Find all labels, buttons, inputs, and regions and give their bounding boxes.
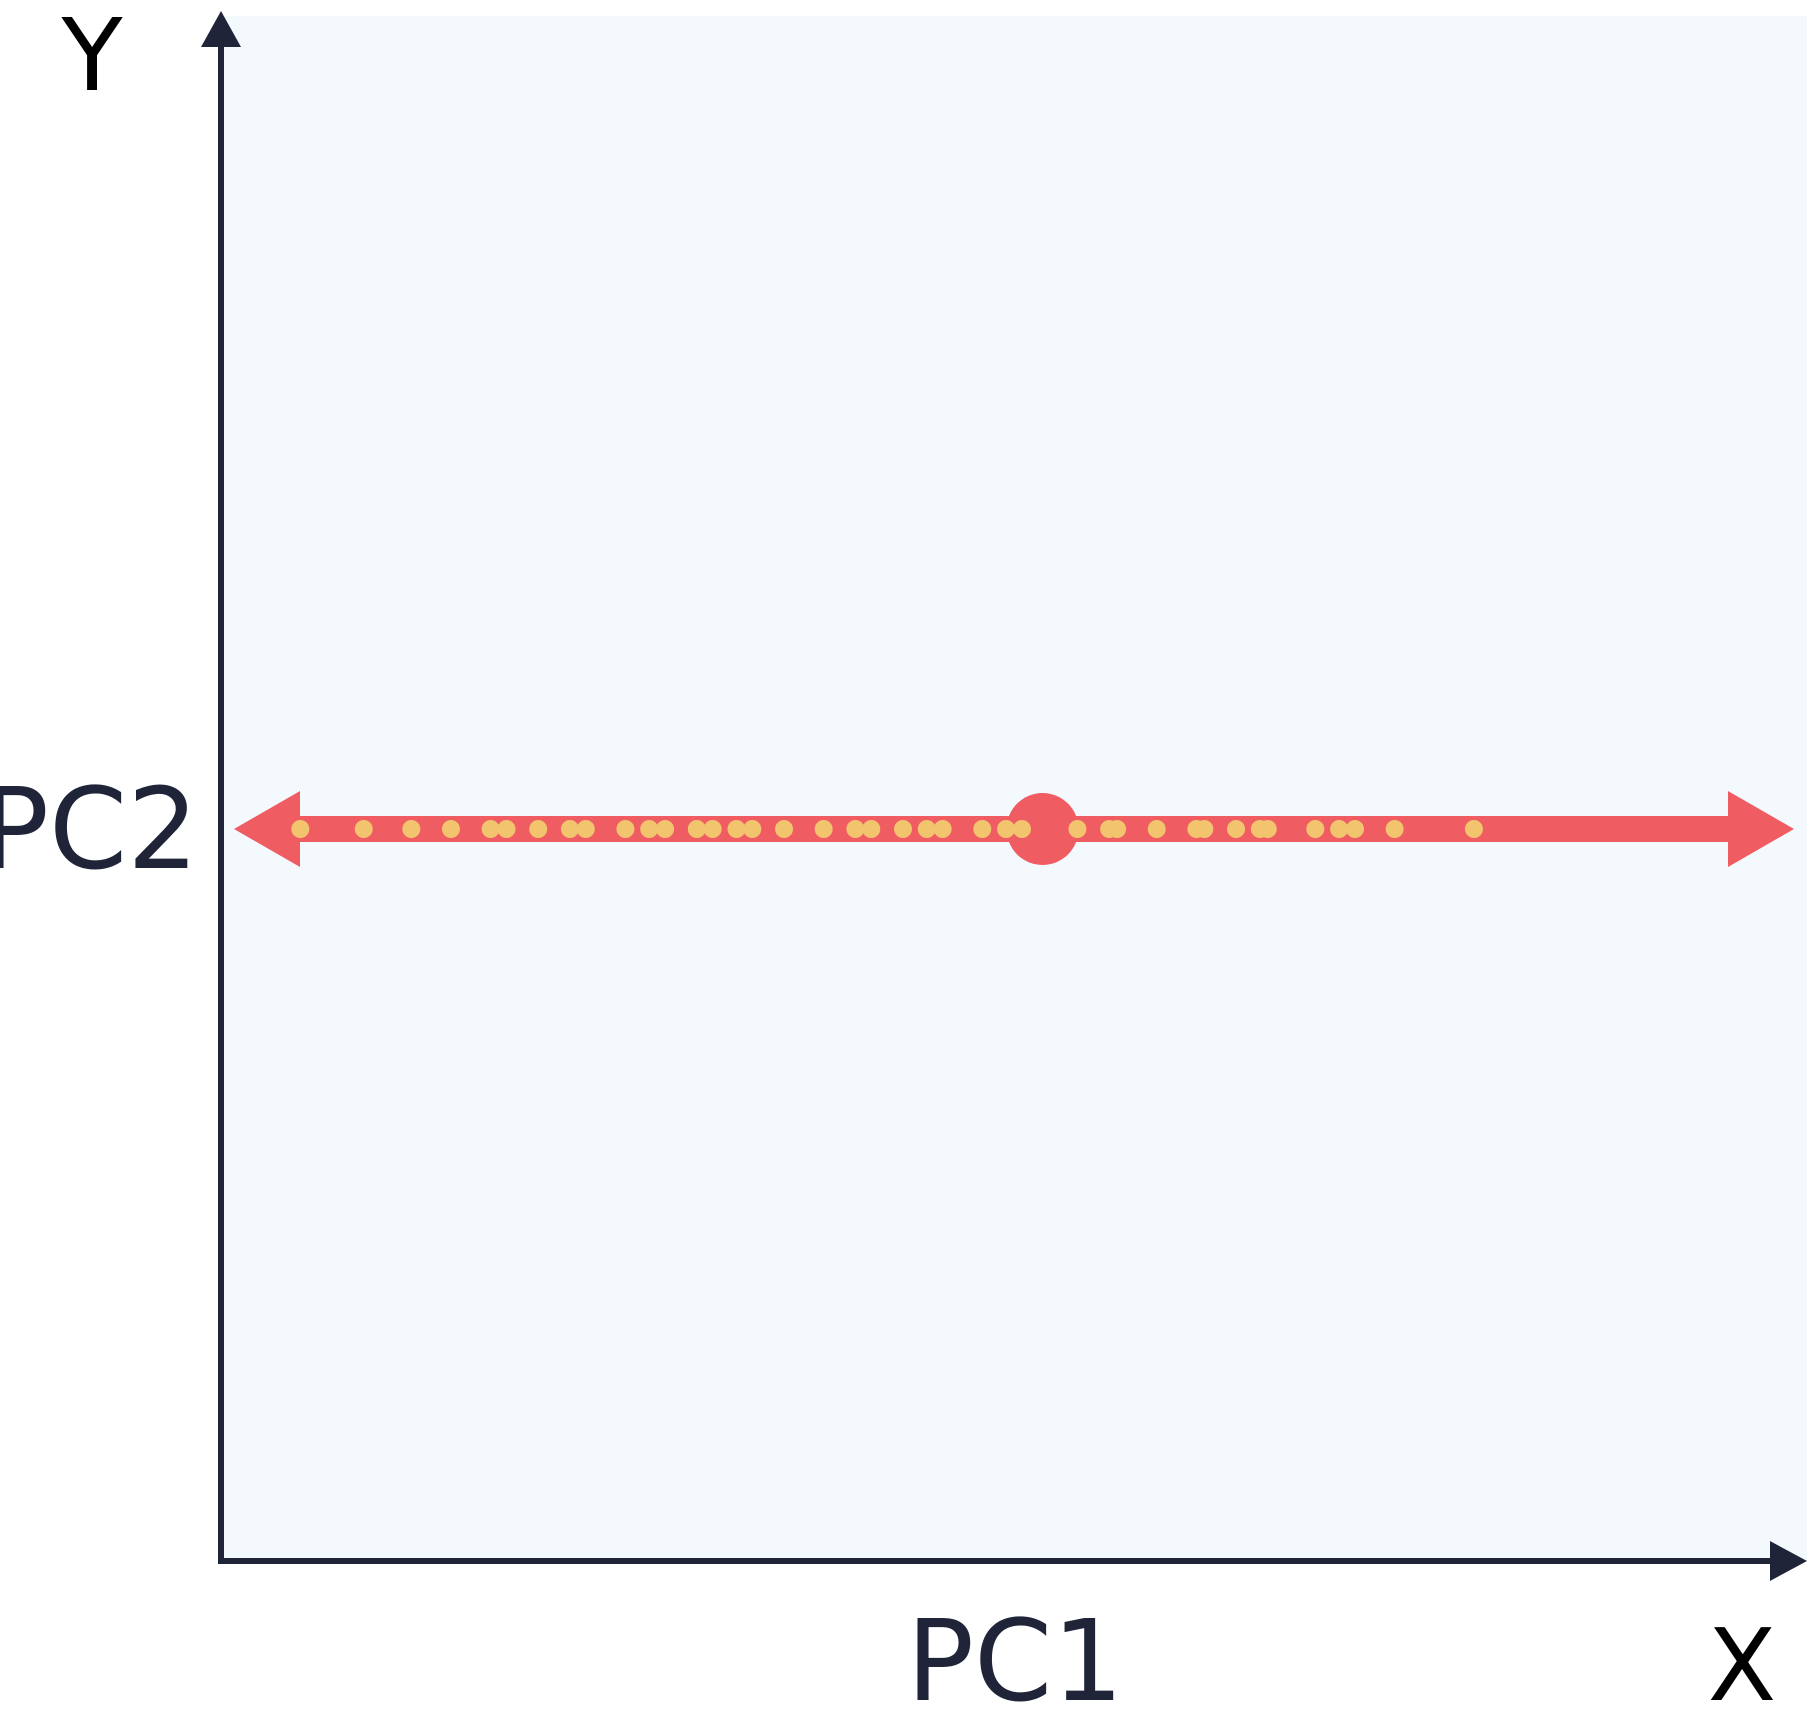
projected-point [1385,820,1404,838]
projected-point [1464,820,1483,838]
y-axis-label: Y [60,0,123,114]
projected-point [291,820,310,838]
projected-point [529,820,548,838]
projected-point [402,820,421,838]
y-axis-arrowhead [201,11,241,47]
projected-point [1258,820,1277,838]
projected-point [1330,820,1349,838]
projected-point [1227,820,1246,838]
projected-point [656,820,675,838]
projected-point [893,820,912,838]
plot-background [221,16,1807,1561]
projected-points [291,793,1483,865]
projected-point [1108,820,1127,838]
pc1-label: PC1 [907,1597,1124,1726]
projected-point [933,820,952,838]
x-axis-label: X [1708,1607,1777,1724]
projected-point [497,820,516,838]
projected-point [481,820,500,838]
projected-point [616,820,635,838]
projected-point [814,820,833,838]
pc2-label: PC2 [0,765,199,895]
projected-point [1147,820,1166,838]
projected-point [775,820,794,838]
projected-point [441,820,460,838]
projected-point [1306,820,1325,838]
projected-point [1195,820,1214,838]
mean-marker [1006,793,1079,865]
projected-point [846,820,865,838]
projected-point [687,820,706,838]
x-axis-arrowhead [1770,1541,1807,1581]
pc1-line-arrowhead-left [234,791,300,867]
projected-point [743,820,762,838]
projected-point [973,820,992,838]
projected-point [917,820,936,838]
projected-point [1068,820,1087,838]
projected-point [354,820,373,838]
projected-point [560,820,579,838]
projected-point [862,820,881,838]
projected-point [703,820,722,838]
projected-point [1012,820,1031,838]
projected-point [640,820,659,838]
projected-point [1345,820,1364,838]
projected-point [727,820,746,838]
projected-point [576,820,595,838]
pc1-line-arrowhead-right [1728,791,1794,867]
projected-point [997,820,1016,838]
